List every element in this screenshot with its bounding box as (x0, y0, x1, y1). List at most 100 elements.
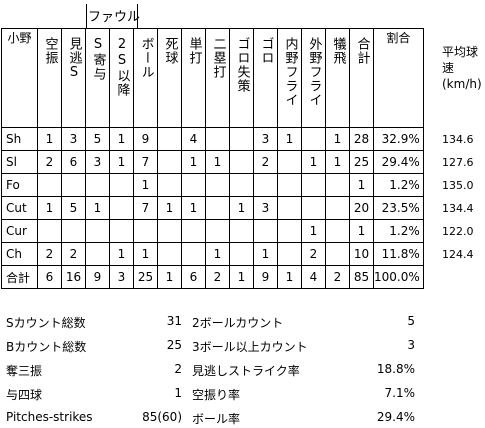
table-cell (157, 127, 182, 151)
foul-group-label: ファウル (88, 10, 141, 25)
table-cell (37, 219, 62, 243)
summary-label: 奪三振 (6, 364, 43, 378)
table-cell: 10 (349, 242, 374, 266)
table-cell (157, 242, 182, 266)
table-cell: 6 (37, 265, 62, 289)
table-cell: 1 (37, 127, 62, 151)
summary-label: 3ボール以上カウント (192, 340, 308, 354)
table-cell: 6 (61, 150, 86, 174)
table-cell: 1 (37, 196, 62, 220)
column-header: ゴロ失策 (229, 28, 254, 128)
table-cell: 1.2% (373, 219, 424, 243)
table-cell: 100.0% (373, 265, 424, 289)
table-cell: 23.5% (373, 196, 424, 220)
table-cell: 16 (61, 265, 86, 289)
table-cell: 2 (37, 150, 62, 174)
table-cell: 3 (85, 150, 110, 174)
table-cell: 9 (133, 127, 158, 151)
table-cell (37, 173, 62, 197)
table-row: Cut 1 5 1 7 1 1 1 3 20 23.5% (1, 196, 424, 220)
table-row: Ch 2 2 1 1 1 1 2 10 11.8% (1, 242, 424, 266)
table-cell (253, 219, 278, 243)
column-header: 見逃S (61, 28, 86, 128)
table-cell (325, 219, 350, 243)
table-row: Sl 2 6 3 1 7 1 1 2 1 1 25 29.4% (1, 150, 424, 174)
table-row: Fo 1 1 1.2% (1, 173, 424, 197)
table-cell: 3 (109, 265, 134, 289)
summary-value: 85(60) (142, 410, 182, 424)
summary-value: 5 (407, 314, 415, 328)
table-cell (229, 150, 254, 174)
summary-value: 25 (166, 338, 182, 352)
avg-speed-value: 135.0 (442, 178, 474, 192)
table-cell (325, 173, 350, 197)
table-cell: 7 (133, 150, 158, 174)
table-row: 合計 6 16 9 3 25 1 6 2 1 9 1 4 2 85 100.0% (1, 265, 424, 289)
table-cell: 7 (133, 196, 158, 220)
table-cell: 9 (253, 265, 278, 289)
table-cell (85, 173, 110, 197)
summary-label: Sカウント総数 (6, 316, 86, 330)
table-cell: 5 (61, 196, 86, 220)
column-header: 割合 (373, 28, 424, 128)
table-cell: 1 (277, 127, 302, 151)
table-cell (181, 242, 206, 266)
table-cell: 1 (325, 127, 350, 151)
table-cell (205, 173, 230, 197)
table-cell: 1 (277, 265, 302, 289)
row-label: Fo (1, 173, 38, 197)
table-cell: 2 (37, 242, 62, 266)
column-header: 合計 (349, 28, 374, 128)
table-cell: 1 (133, 242, 158, 266)
avg-speed-value: 127.6 (442, 155, 474, 169)
table-cell (301, 196, 326, 220)
table-cell (109, 173, 134, 197)
table-cell (109, 196, 134, 220)
column-header: S寄与 (85, 28, 110, 128)
pitcher-name: 小野 (1, 28, 38, 128)
table-cell (181, 219, 206, 243)
table-cell: 2 (325, 265, 350, 289)
foul-group-bracket (86, 4, 138, 28)
table-cell: 1 (349, 219, 374, 243)
column-header: ボール (133, 28, 158, 128)
table-cell (157, 173, 182, 197)
avg-speed-value: 124.4 (442, 247, 474, 261)
table-cell (205, 196, 230, 220)
table-cell: 1 (181, 196, 206, 220)
table-cell: 29.4% (373, 150, 424, 174)
summary-value: 1 (174, 386, 182, 400)
table-cell: 2 (205, 265, 230, 289)
table-cell: 3 (61, 127, 86, 151)
table-cell: 1 (301, 150, 326, 174)
table-cell: 25 (133, 265, 158, 289)
column-header: 2S以降 (109, 28, 134, 128)
table-row: Sh 1 3 5 1 9 4 3 1 1 28 32.9% (1, 127, 424, 151)
table-cell: 1 (181, 150, 206, 174)
row-label: Cur (1, 219, 38, 243)
table-cell: 3 (253, 127, 278, 151)
table-cell (85, 242, 110, 266)
summary-label: 与四球 (6, 388, 43, 402)
table-cell: 3 (253, 196, 278, 220)
summary-value: 7.1% (384, 386, 416, 400)
table-cell: 1 (109, 242, 134, 266)
table-cell (85, 219, 110, 243)
table-cell (229, 242, 254, 266)
table-cell: 1 (253, 242, 278, 266)
table-cell (61, 173, 86, 197)
table-cell: 1 (229, 265, 254, 289)
summary-label: 空振り率 (192, 388, 241, 402)
table-cell: 32.9% (373, 127, 424, 151)
table-cell: 1 (205, 242, 230, 266)
table-cell (157, 150, 182, 174)
summary-value: 18.8% (376, 362, 415, 376)
column-header: 外野フライ (301, 28, 326, 128)
table-cell (277, 150, 302, 174)
table-cell (133, 219, 158, 243)
summary-value: 29.4% (376, 410, 415, 424)
table-cell: 2 (253, 150, 278, 174)
column-header: 二塁打 (205, 28, 230, 128)
table-cell (109, 219, 134, 243)
table-cell: 4 (181, 127, 206, 151)
